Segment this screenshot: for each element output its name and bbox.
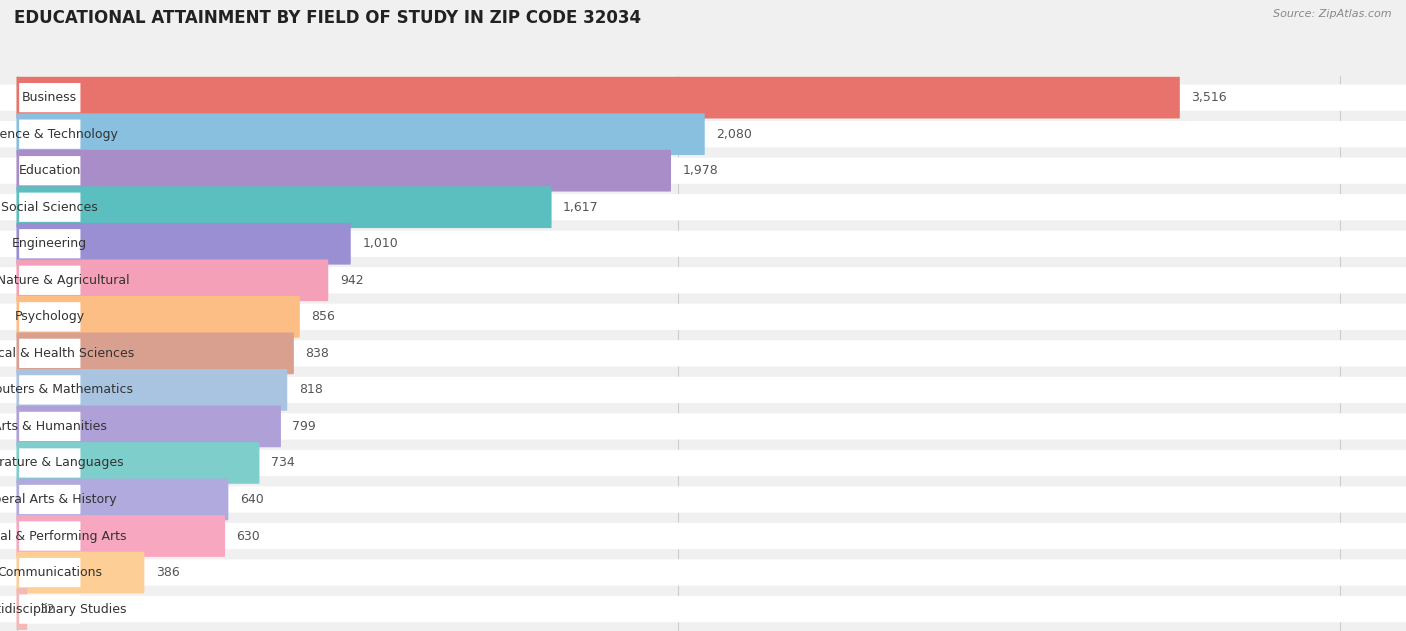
FancyBboxPatch shape (20, 156, 80, 186)
FancyBboxPatch shape (0, 304, 1406, 330)
Text: 1,978: 1,978 (682, 164, 718, 177)
Text: Communications: Communications (0, 566, 103, 579)
FancyBboxPatch shape (17, 551, 145, 593)
FancyBboxPatch shape (0, 158, 1406, 184)
FancyBboxPatch shape (20, 375, 80, 404)
Text: Science & Technology: Science & Technology (0, 127, 118, 141)
FancyBboxPatch shape (17, 223, 350, 264)
Text: Physical & Health Sciences: Physical & Health Sciences (0, 347, 135, 360)
Text: 734: 734 (271, 456, 295, 469)
Text: Multidisciplinary Studies: Multidisciplinary Studies (0, 603, 127, 616)
Text: Visual & Performing Arts: Visual & Performing Arts (0, 529, 127, 543)
FancyBboxPatch shape (17, 296, 299, 338)
FancyBboxPatch shape (17, 77, 1180, 119)
Text: 386: 386 (156, 566, 180, 579)
FancyBboxPatch shape (17, 479, 228, 521)
FancyBboxPatch shape (0, 450, 1406, 476)
FancyBboxPatch shape (0, 194, 1406, 220)
Text: Social Sciences: Social Sciences (1, 201, 98, 214)
FancyBboxPatch shape (0, 487, 1406, 512)
Text: 2,080: 2,080 (716, 127, 752, 141)
Text: 1,010: 1,010 (363, 237, 398, 251)
Text: Bio, Nature & Agricultural: Bio, Nature & Agricultural (0, 274, 131, 287)
FancyBboxPatch shape (20, 83, 80, 112)
FancyBboxPatch shape (0, 85, 1406, 111)
FancyBboxPatch shape (20, 412, 80, 441)
FancyBboxPatch shape (20, 485, 80, 514)
FancyBboxPatch shape (20, 302, 80, 331)
Text: 838: 838 (305, 347, 329, 360)
FancyBboxPatch shape (0, 340, 1406, 367)
FancyBboxPatch shape (17, 515, 225, 557)
Text: EDUCATIONAL ATTAINMENT BY FIELD OF STUDY IN ZIP CODE 32034: EDUCATIONAL ATTAINMENT BY FIELD OF STUDY… (14, 9, 641, 28)
Text: 1,617: 1,617 (562, 201, 599, 214)
FancyBboxPatch shape (0, 523, 1406, 549)
Text: Liberal Arts & History: Liberal Arts & History (0, 493, 117, 506)
FancyBboxPatch shape (0, 230, 1406, 257)
Text: 799: 799 (292, 420, 316, 433)
FancyBboxPatch shape (20, 266, 80, 295)
Text: 32: 32 (39, 603, 55, 616)
Text: Psychology: Psychology (14, 310, 84, 323)
FancyBboxPatch shape (17, 369, 287, 411)
Text: 856: 856 (311, 310, 335, 323)
FancyBboxPatch shape (17, 406, 281, 447)
FancyBboxPatch shape (0, 596, 1406, 622)
Text: Literature & Languages: Literature & Languages (0, 456, 124, 469)
FancyBboxPatch shape (17, 150, 671, 192)
Text: Education: Education (18, 164, 82, 177)
FancyBboxPatch shape (0, 560, 1406, 586)
FancyBboxPatch shape (0, 121, 1406, 147)
FancyBboxPatch shape (0, 377, 1406, 403)
FancyBboxPatch shape (17, 114, 704, 155)
Text: Arts & Humanities: Arts & Humanities (0, 420, 107, 433)
Text: 630: 630 (236, 529, 260, 543)
Text: Business: Business (22, 91, 77, 104)
FancyBboxPatch shape (17, 442, 260, 484)
FancyBboxPatch shape (0, 413, 1406, 440)
FancyBboxPatch shape (20, 558, 80, 587)
FancyBboxPatch shape (20, 119, 80, 149)
FancyBboxPatch shape (20, 192, 80, 222)
Text: 818: 818 (298, 384, 322, 396)
FancyBboxPatch shape (20, 521, 80, 551)
FancyBboxPatch shape (20, 339, 80, 368)
FancyBboxPatch shape (20, 229, 80, 259)
Text: 3,516: 3,516 (1191, 91, 1227, 104)
FancyBboxPatch shape (17, 259, 328, 301)
FancyBboxPatch shape (20, 594, 80, 623)
Text: 942: 942 (340, 274, 363, 287)
FancyBboxPatch shape (17, 588, 27, 630)
Text: Computers & Mathematics: Computers & Mathematics (0, 384, 134, 396)
Text: Engineering: Engineering (13, 237, 87, 251)
FancyBboxPatch shape (20, 448, 80, 478)
FancyBboxPatch shape (17, 333, 294, 374)
Text: 640: 640 (240, 493, 263, 506)
Text: Source: ZipAtlas.com: Source: ZipAtlas.com (1274, 9, 1392, 20)
FancyBboxPatch shape (17, 186, 551, 228)
FancyBboxPatch shape (0, 267, 1406, 293)
